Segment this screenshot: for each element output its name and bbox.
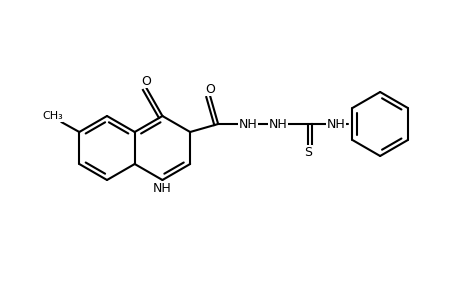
Text: NH: NH	[326, 118, 345, 130]
Text: NH: NH	[238, 118, 257, 130]
Text: NH: NH	[268, 118, 287, 130]
Text: O: O	[141, 74, 151, 88]
Text: S: S	[303, 146, 312, 158]
Text: NH: NH	[153, 182, 171, 196]
Text: O: O	[205, 82, 215, 95]
Text: CH₃: CH₃	[42, 111, 62, 121]
